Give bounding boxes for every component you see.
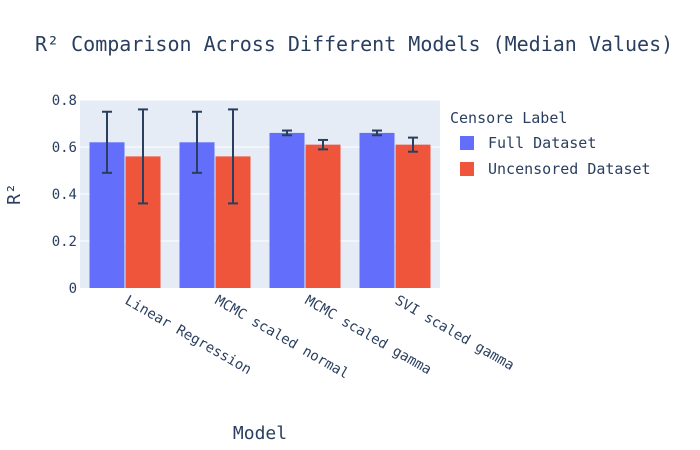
legend-title: Censore Label: [450, 109, 567, 127]
y-axis-ticks: 0 0.2 0.4 0.6 0.8: [52, 93, 77, 297]
legend-swatch: [460, 162, 474, 176]
legend-item-label: Uncensored Dataset: [488, 160, 651, 178]
y-axis-title: R²: [4, 183, 25, 205]
chart-title: R² Comparison Across Different Models (M…: [35, 32, 673, 56]
y-tick-label: 0.2: [52, 234, 77, 250]
error-bar: [192, 110, 202, 174]
bar: [395, 144, 431, 288]
y-tick-label: 0.6: [52, 140, 77, 156]
legend-swatch: [460, 136, 474, 150]
y-tick-label: 0.8: [52, 93, 77, 109]
bar: [305, 144, 341, 288]
y-tick-label: 0.4: [52, 187, 77, 203]
error-bar: [282, 129, 292, 137]
legend-item-label: Full Dataset: [488, 134, 596, 152]
error-bars: [102, 108, 418, 205]
error-bar: [318, 138, 328, 151]
error-bar: [228, 108, 238, 205]
error-bar: [408, 136, 418, 153]
error-bar: [138, 108, 148, 205]
error-bar: [372, 129, 382, 137]
y-tick-label: 0: [69, 281, 77, 297]
error-bar: [102, 110, 112, 174]
bar: [359, 132, 395, 288]
bar: [269, 132, 305, 288]
legend: Censore Label Full Dataset Uncensored Dat…: [450, 109, 651, 178]
x-axis-title: Model: [233, 423, 287, 444]
